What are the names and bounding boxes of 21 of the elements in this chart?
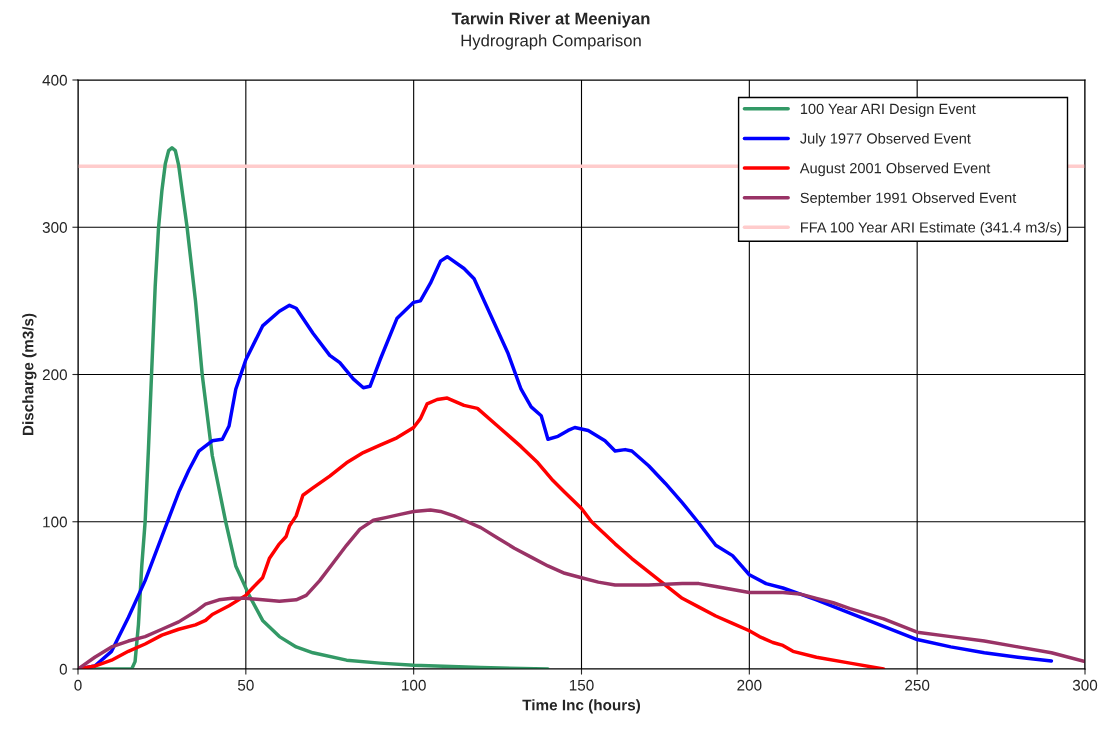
y-tick-label: 200	[42, 369, 67, 381]
x-tick-label: 100	[402, 679, 426, 691]
legend-label: August 2001 Observed Event	[799, 162, 991, 177]
chart-subtitle: Hydrograph Comparison	[461, 34, 641, 50]
legend-label: FFA 100 Year ARI Estimate (341.4 m3/s)	[801, 221, 1061, 236]
y-tick-label: 400	[42, 74, 67, 86]
y-tick-label: 0	[59, 663, 67, 675]
x-tick-label: 200	[737, 679, 762, 691]
legend-label: 100 Year ARI Design Event	[800, 103, 976, 117]
y-tick-label: 300	[42, 222, 67, 233]
y-tick-label: 100	[43, 516, 67, 528]
x-tick-label: 50	[237, 679, 254, 691]
legend-label: July 1977 Observed Event	[800, 132, 971, 147]
y-axis-title: Discharge (m3/s)	[22, 313, 37, 436]
chart-title: Tarwin River at Meeniyan	[451, 12, 650, 28]
x-tick-label: 0	[74, 679, 82, 691]
x-tick-label: 250	[905, 679, 930, 691]
x-axis-title: Time Inc (hours)	[522, 699, 641, 714]
x-tick-label: 300	[1072, 679, 1098, 691]
x-tick-label: 150	[569, 679, 594, 691]
legend-label: September 1991 Observed Event	[800, 192, 1017, 206]
